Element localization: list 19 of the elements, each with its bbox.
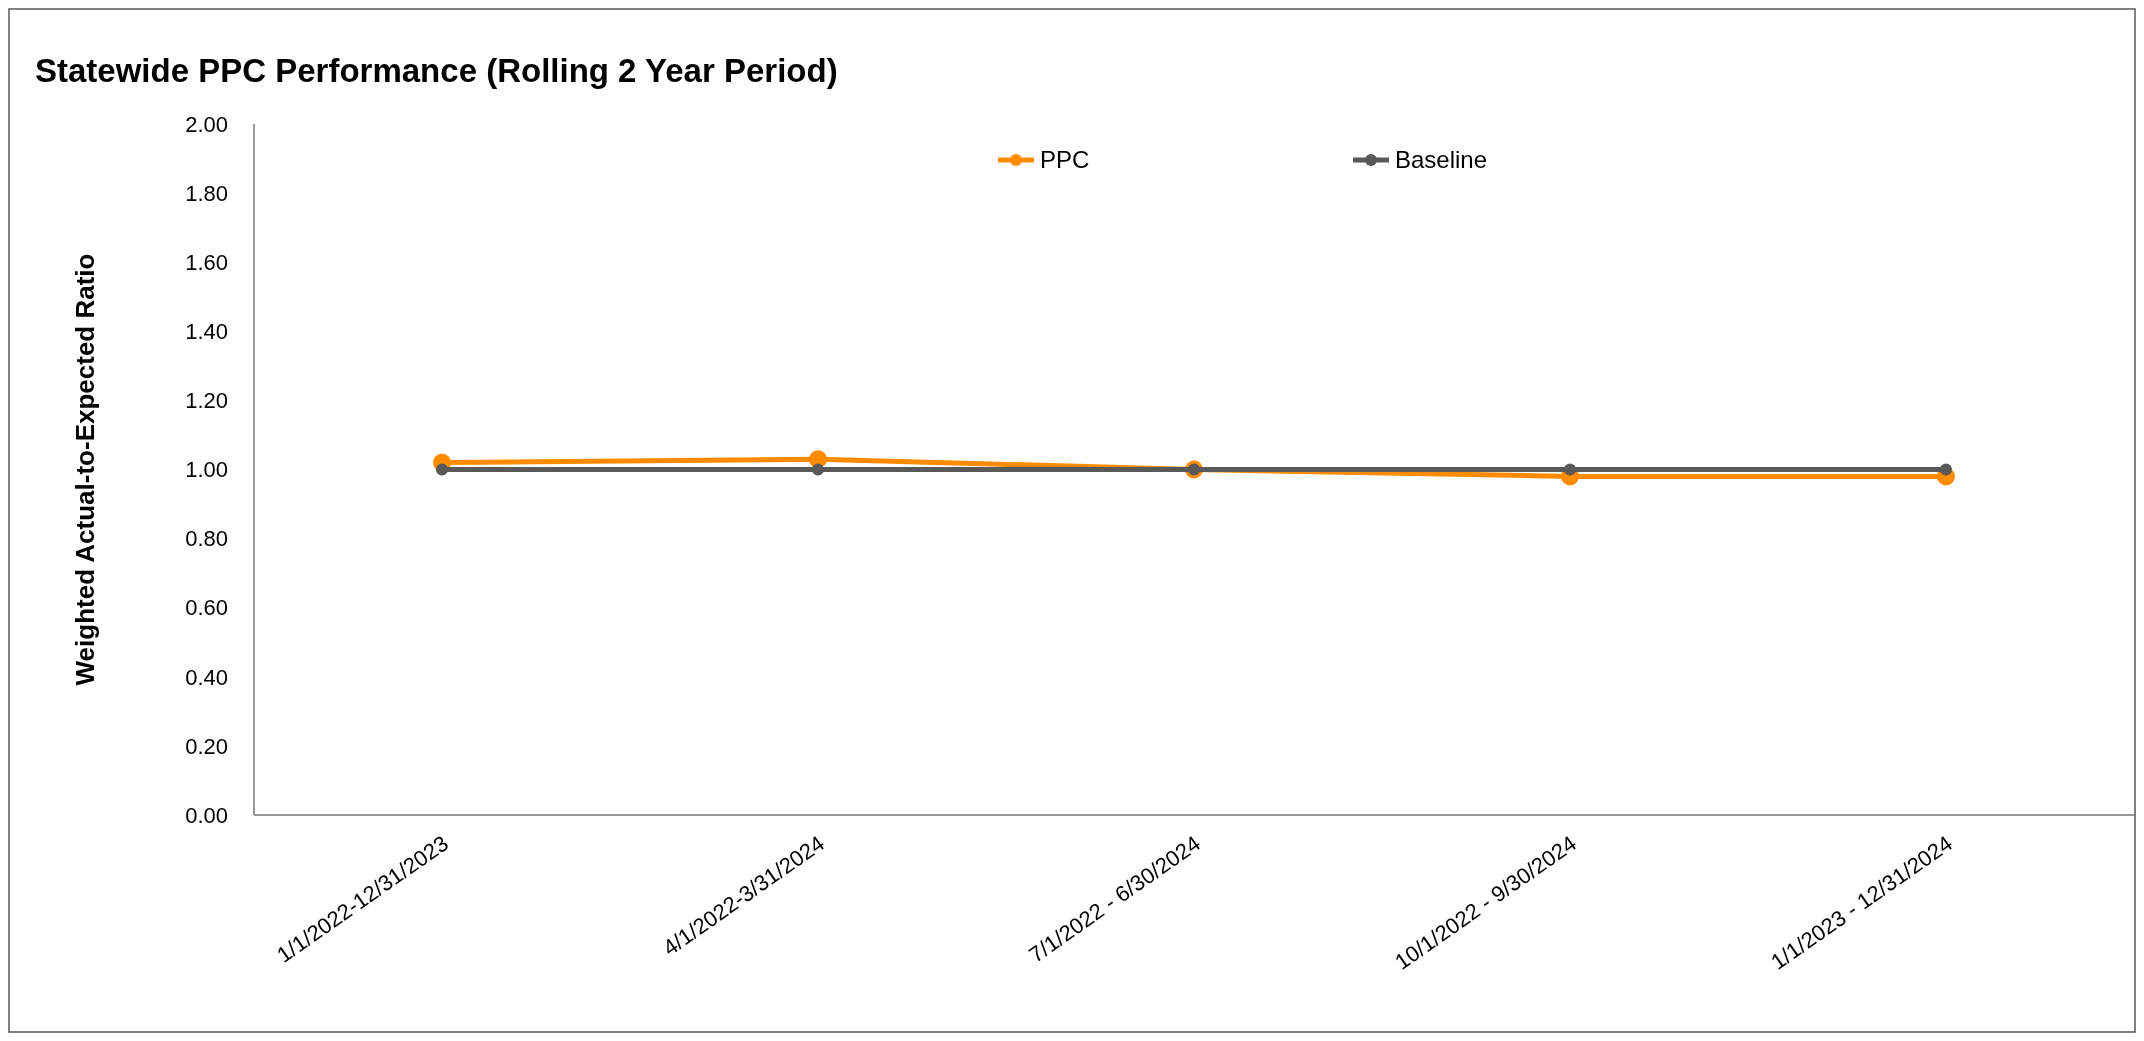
y-tick-label: 1.80 bbox=[185, 180, 228, 206]
legend-label: Baseline bbox=[1395, 146, 1488, 174]
y-tick-label: 1.60 bbox=[185, 249, 228, 275]
y-tick-label: 0.40 bbox=[185, 664, 228, 690]
chart-title: Statewide PPC Performance (Rolling 2 Year Period) bbox=[35, 52, 838, 89]
y-tick-label: 0.60 bbox=[185, 595, 228, 621]
y-tick-label: 0.00 bbox=[185, 802, 228, 828]
y-tick-label: 0.80 bbox=[185, 526, 228, 552]
y-axis-title: Weighted Actual-to-Expected Ratio bbox=[70, 253, 100, 686]
y-tick-label: 0.20 bbox=[185, 733, 228, 759]
y-tick-label: 2.00 bbox=[185, 111, 228, 137]
point bbox=[1940, 463, 1952, 476]
y-tick-label: 1.00 bbox=[185, 457, 228, 483]
y-tick-label: 1.40 bbox=[185, 319, 228, 344]
point bbox=[1564, 463, 1576, 476]
legend-label: PPC bbox=[1040, 146, 1090, 174]
point bbox=[436, 463, 448, 476]
point bbox=[812, 463, 824, 476]
y-tick-label: 1.20 bbox=[185, 388, 228, 414]
